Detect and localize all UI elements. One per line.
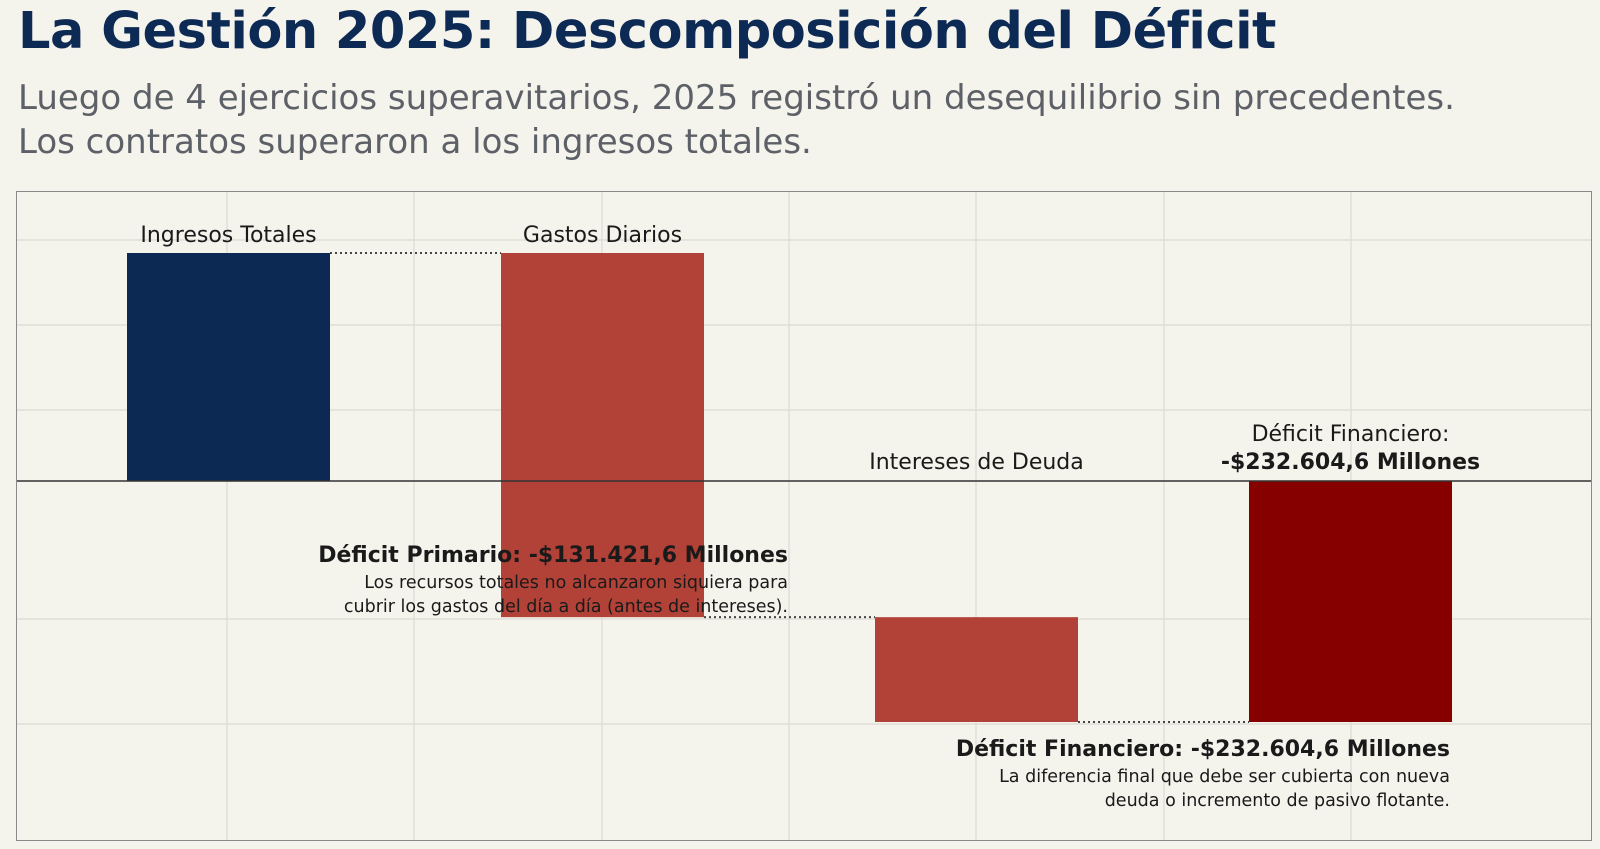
waterfall-chart: Ingresos Totales Gastos Diarios Intereses … bbox=[16, 191, 1592, 841]
bar-deficit bbox=[1249, 481, 1452, 722]
annotation-deficit-primario-line1: Los recursos totales no alcanzaron siqui… bbox=[364, 573, 788, 593]
label-intereses-deuda: Intereses de Deuda bbox=[869, 450, 1084, 475]
label-deficit-financiero: Déficit Financiero: bbox=[1252, 422, 1450, 447]
chart-svg: Ingresos Totales Gastos Diarios Intereses … bbox=[17, 192, 1591, 840]
bar-ingresos bbox=[127, 253, 330, 481]
subtitle-line-2: Los contratos superaron a los ingresos t… bbox=[18, 122, 812, 162]
annotation-deficit-financiero-title: Déficit Financiero: -$232.604,6 Millones bbox=[956, 737, 1450, 762]
annotation-deficit-financiero-line1: La diferencia final que debe ser cubiert… bbox=[999, 767, 1450, 787]
annotation-deficit-primario-line2: cubrir los gastos del día a día (antes d… bbox=[344, 597, 788, 617]
label-ingresos-totales: Ingresos Totales bbox=[140, 223, 316, 248]
annotation-deficit-primario-title: Déficit Primario: -$131.421,6 Millones bbox=[318, 543, 788, 568]
bar-gastos bbox=[501, 253, 704, 618]
value-deficit-financiero: -$232.604,6 Millones bbox=[1221, 450, 1480, 475]
page-subtitle: Luego de 4 ejercicios superavitarios, 20… bbox=[18, 76, 1455, 164]
bar-intereses bbox=[875, 617, 1078, 722]
page-title: La Gestión 2025: Descomposición del Défi… bbox=[18, 2, 1276, 61]
subtitle-line-1: Luego de 4 ejercicios superavitarios, 20… bbox=[18, 78, 1455, 118]
annotation-deficit-financiero-line2: deuda o incremento de pasivo flotante. bbox=[1105, 791, 1450, 811]
label-gastos-diarios: Gastos Diarios bbox=[523, 223, 682, 248]
